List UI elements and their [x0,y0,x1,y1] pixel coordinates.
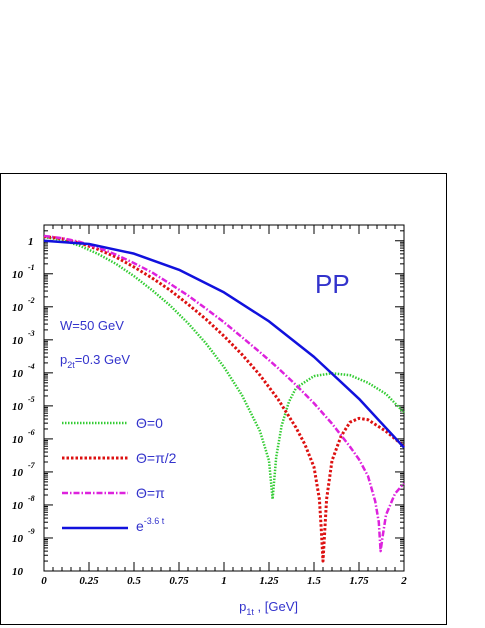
legend-exp-power: -3.6 t [144,516,165,526]
y-tick-exponent: -2 [28,296,35,305]
series-line-3 [43,239,405,449]
legend-label-theta-pi: Θ=π [136,485,165,501]
curves [43,234,405,563]
x-tick-label: 1.75 [349,575,369,587]
x-tick-label: 0.25 [79,575,99,587]
x-axis-label-unit: , [GeV] [254,599,298,614]
y-tick-exponent: -1 [28,263,35,272]
y-tick-exponent: -8 [28,494,35,503]
process-label: PP [315,269,350,299]
x-tick-labels: 0 0.25 0.5 0.75 1 1.25 1.5 1.75 2 [41,575,407,587]
x-tick-label: 2 [400,575,407,587]
p2t-label: p2t=0.3 GeV [60,352,130,370]
y-tick-labels: 1 10 -1 10 -2 10 -3 10 -4 10 -5 10 -6 10 -7 10 -8 10 -9 10 [12,236,36,578]
y-tick-label: 10 [12,335,24,347]
legend-label-theta-pi2: Θ=π/2 [136,450,177,466]
y-tick-exponent: -4 [28,362,35,371]
y-tick-label: 10 [12,533,24,545]
legend-exp-base: e [136,518,144,534]
series-line-2 [43,234,405,553]
legend: Θ=0 Θ=π/2 Θ=π e-3.6 t [62,415,177,534]
p2t-rest: =0.3 GeV [75,352,131,367]
legend-label-theta0: Θ=0 [136,415,163,431]
y-tick-label: 10 [12,500,24,512]
x-axis-label-main: p [239,599,246,614]
y-tick-label: 10 [12,269,24,281]
p2t-sub: 2t [67,360,75,370]
y-tick-label: 10 [12,302,24,314]
w-label: W=50 GeV [60,318,124,333]
x-axis-label-sub: 1t [246,607,254,617]
x-tick-label: 0.5 [127,575,141,587]
y-tick-label: 10 [12,566,24,578]
x-tick-label: 0.75 [169,575,189,587]
plot-area [43,224,405,572]
x-tick-label: 1 [221,575,227,587]
y-tick-exponent: -6 [28,428,35,437]
series-line-1 [43,234,405,563]
x-tick-label: 1.25 [259,575,279,587]
p2t-main: p [60,352,67,367]
y-tick-exponent: -5 [28,395,35,404]
y-tick-label: 10 [12,434,24,446]
y-tick-label: 10 [12,401,24,413]
y-tick-exponent: -7 [28,461,36,470]
y-tick-exponent: -9 [28,527,35,536]
x-tick-label: 1.5 [307,575,321,587]
y-tick-label: 10 [12,467,24,479]
axis-ticks [43,224,405,572]
series-line-0 [43,235,405,501]
y-tick-label: 10 [12,368,24,380]
x-tick-label: 0 [41,575,47,587]
x-axis-label: p1t , [GeV] [239,599,298,617]
y-tick-label: 1 [28,236,34,248]
legend-label-exp: e-3.6 t [136,516,165,534]
y-tick-exponent: -3 [28,329,35,338]
chart-frame [0,173,447,625]
